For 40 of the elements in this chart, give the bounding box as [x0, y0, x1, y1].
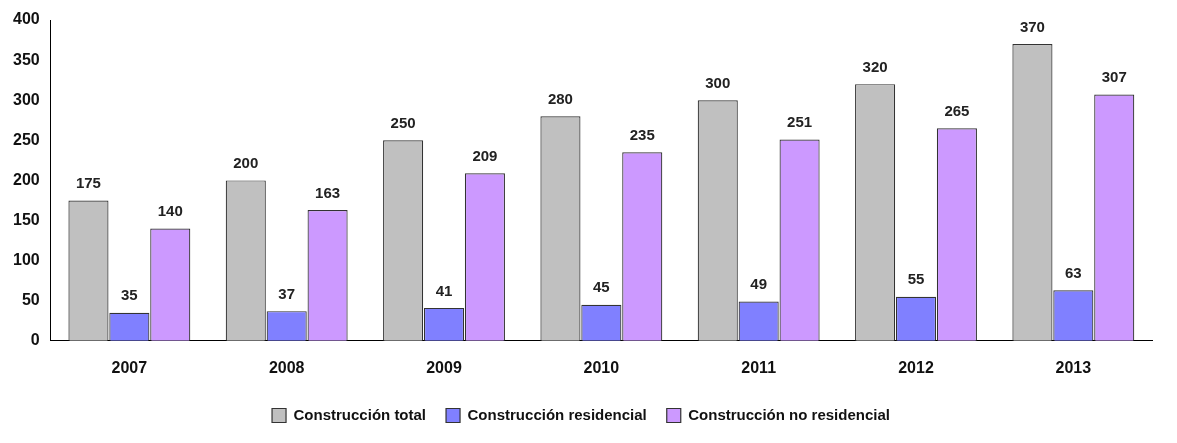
data-label: 35: [121, 286, 138, 304]
x-tick-label: 2013: [1055, 358, 1092, 376]
y-tick-label: 50: [21, 291, 40, 309]
data-label: 37: [278, 284, 296, 302]
y-tick-label: 200: [12, 170, 40, 188]
x-tick-label: 2008: [268, 358, 305, 376]
data-label: 235: [629, 125, 655, 143]
y-tick-label: 400: [12, 10, 40, 28]
data-label: 200: [233, 154, 259, 172]
data-label: 307: [1101, 68, 1127, 86]
data-label: 163: [315, 183, 341, 201]
data-label: 45: [593, 278, 610, 296]
data-label: 300: [705, 73, 731, 91]
data-label: 251: [787, 113, 813, 131]
y-tick-label: 350: [12, 50, 40, 68]
y-tick-label: 0: [30, 331, 40, 349]
data-label: 49: [750, 275, 768, 293]
y-tick-label: 250: [12, 130, 40, 148]
y-tick-label: 100: [12, 251, 40, 269]
x-tick-label: 2009: [426, 358, 462, 376]
data-label: 55: [907, 270, 925, 288]
data-label: 41: [435, 281, 453, 299]
data-label: 63: [1064, 263, 1082, 281]
x-tick-label: 2011: [741, 358, 777, 376]
x-tick-label: 2007: [111, 358, 148, 376]
x-tick-label: 2012: [898, 358, 934, 376]
legend-label: Construcción total: [293, 405, 427, 423]
data-label: 175: [75, 174, 101, 192]
data-label: 209: [472, 146, 498, 164]
y-tick-label: 150: [12, 210, 40, 228]
data-label: 250: [390, 113, 416, 131]
y-tick-label: 300: [12, 90, 40, 108]
data-label: 140: [157, 202, 183, 220]
data-label: 265: [944, 101, 970, 119]
legend-label: Construcción no residencial: [688, 405, 890, 423]
data-label: 280: [547, 89, 573, 107]
data-label: 320: [862, 57, 888, 75]
legend-label: Construcción residencial: [467, 405, 647, 423]
x-tick-label: 2010: [583, 358, 620, 376]
data-label: 370: [1019, 17, 1045, 35]
